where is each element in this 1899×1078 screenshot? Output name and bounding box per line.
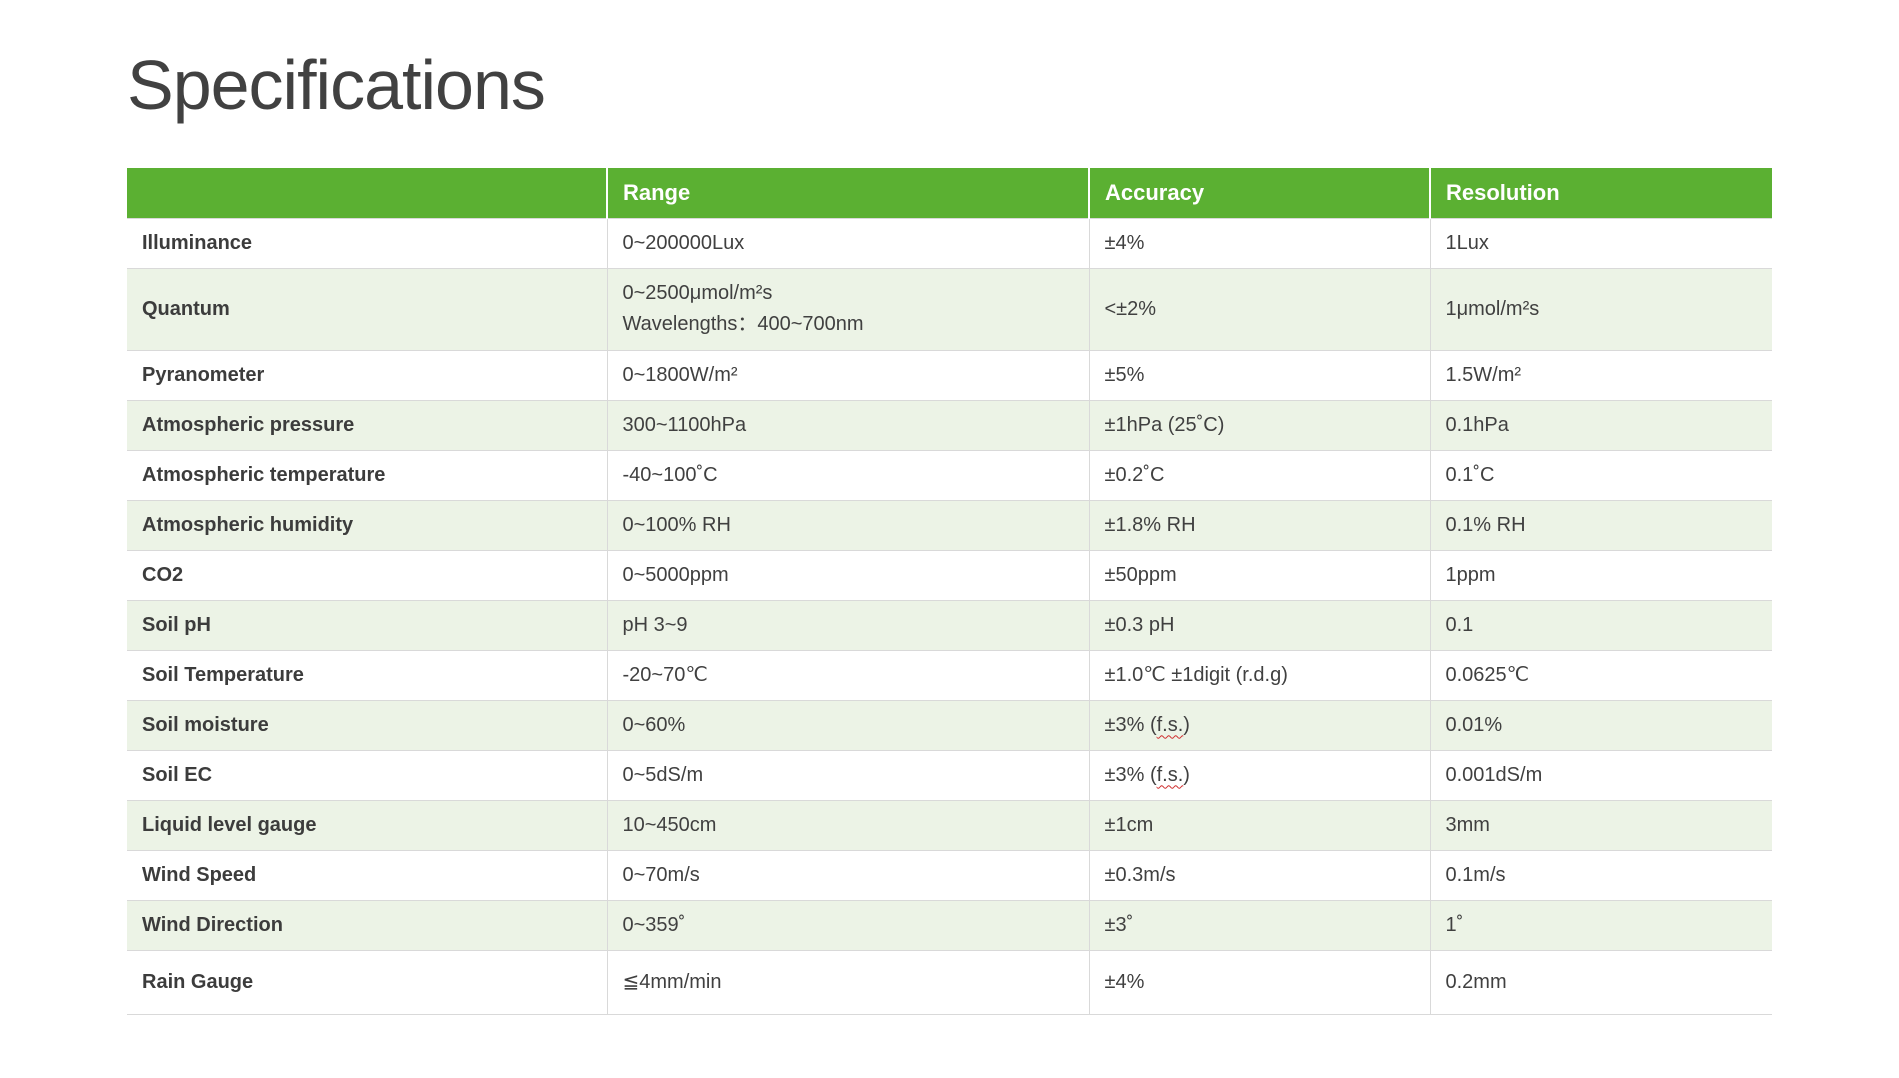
spellcheck-squiggle: f.s.: [1156, 713, 1184, 736]
table-row: Liquid level gauge 10~450cm ±1cm 3mm: [127, 799, 1772, 850]
spellcheck-squiggle: f.s.: [1156, 763, 1184, 786]
accuracy-cell: ±0.3m/s: [1088, 849, 1430, 900]
range-cell: 0~1800W/m²: [606, 349, 1089, 400]
accuracy-cell: <±2%: [1088, 267, 1430, 350]
table-row: Atmospheric pressure 300~1100hPa ±1hPa (…: [127, 399, 1772, 450]
resolution-cell: 1μmol/m²s: [1429, 267, 1772, 350]
spec-name-cell: Soil Temperature: [127, 649, 607, 700]
resolution-cell: 1Lux: [1429, 217, 1772, 268]
accuracy-cell: ±1hPa (25˚C): [1088, 399, 1430, 450]
spec-table-body: Illuminance 0~200000Lux ±4% 1Lux Quantum…: [127, 217, 1772, 1014]
resolution-cell: 0.2mm: [1429, 949, 1772, 1014]
spec-name-cell: Atmospheric temperature: [127, 449, 607, 500]
specifications-table: Range Accuracy Resolution Illuminance 0~…: [127, 168, 1772, 1015]
table-row: Rain Gauge ≦4mm/min ±4% 0.2mm: [127, 949, 1772, 1014]
accuracy-cell: ±3% (f.s.): [1088, 699, 1430, 750]
table-row: Wind Direction 0~359˚ ±3˚ 1˚: [127, 899, 1772, 950]
table-row: Soil moisture 0~60% ±3% (f.s.) 0.01%: [127, 699, 1772, 750]
table-row: Wind Speed 0~70m/s ±0.3m/s 0.1m/s: [127, 849, 1772, 900]
spec-name-cell: Rain Gauge: [127, 949, 607, 1014]
table-header: Range Accuracy Resolution: [127, 168, 1772, 218]
column-header-range: Range: [606, 168, 1089, 218]
table-row: Atmospheric humidity 0~100% RH ±1.8% RH …: [127, 499, 1772, 550]
range-cell: 0~359˚: [606, 899, 1089, 950]
resolution-cell: 0.01%: [1429, 699, 1772, 750]
range-cell: 0~60%: [606, 699, 1089, 750]
header-row: Range Accuracy Resolution: [127, 168, 1772, 218]
range-cell: ≦4mm/min: [606, 949, 1089, 1014]
resolution-cell: 3mm: [1429, 799, 1772, 850]
range-cell: 0~5dS/m: [606, 749, 1089, 800]
resolution-cell: 0.1hPa: [1429, 399, 1772, 450]
table-row: Quantum 0~2500μmol/m²s Wavelengths：400~70…: [127, 267, 1772, 350]
accuracy-cell: ±50ppm: [1088, 549, 1430, 600]
resolution-cell: 0.1m/s: [1429, 849, 1772, 900]
accuracy-cell: ±4%: [1088, 217, 1430, 268]
range-cell: 0~100% RH: [606, 499, 1089, 550]
resolution-cell: 0.001dS/m: [1429, 749, 1772, 800]
spec-name-cell: Illuminance: [127, 217, 607, 268]
spec-name-cell: Soil pH: [127, 599, 607, 650]
spec-name-cell: CO2: [127, 549, 607, 600]
resolution-cell: 0.1% RH: [1429, 499, 1772, 550]
table-row: Soil EC 0~5dS/m ±3% (f.s.) 0.001dS/m: [127, 749, 1772, 800]
table-row: Atmospheric temperature -40~100˚C ±0.2˚C…: [127, 449, 1772, 500]
resolution-cell: 0.1˚C: [1429, 449, 1772, 500]
range-cell: 0~70m/s: [606, 849, 1089, 900]
spec-name-cell: Soil EC: [127, 749, 607, 800]
column-header-resolution: Resolution: [1429, 168, 1772, 218]
table-row: Illuminance 0~200000Lux ±4% 1Lux: [127, 217, 1772, 268]
accuracy-cell: ±0.3 pH: [1088, 599, 1430, 650]
accuracy-cell: ±3% (f.s.): [1088, 749, 1430, 800]
spec-name-cell: Atmospheric humidity: [127, 499, 607, 550]
range-cell: 300~1100hPa: [606, 399, 1089, 450]
accuracy-cell: ±0.2˚C: [1088, 449, 1430, 500]
table-row: Pyranometer 0~1800W/m² ±5% 1.5W/m²: [127, 349, 1772, 400]
range-cell: 0~5000ppm: [606, 549, 1089, 600]
accuracy-cell: ±3˚: [1088, 899, 1430, 950]
accuracy-cell: ±5%: [1088, 349, 1430, 400]
range-cell: 0~2500μmol/m²s Wavelengths：400~700nm: [606, 267, 1089, 350]
spec-name-cell: Soil moisture: [127, 699, 607, 750]
column-header-blank: [127, 168, 607, 218]
accuracy-cell: ±4%: [1088, 949, 1430, 1014]
table-row: CO2 0~5000ppm ±50ppm 1ppm: [127, 549, 1772, 600]
range-cell: pH 3~9: [606, 599, 1089, 650]
range-cell: -40~100˚C: [606, 449, 1089, 500]
table-row: Soil Temperature -20~70℃ ±1.0℃ ±1digit (…: [127, 649, 1772, 700]
resolution-cell: 1ppm: [1429, 549, 1772, 600]
spec-name-cell: Wind Speed: [127, 849, 607, 900]
resolution-cell: 1.5W/m²: [1429, 349, 1772, 400]
spec-name-cell: Quantum: [127, 267, 607, 350]
page-title: Specifications: [127, 46, 546, 124]
column-header-accuracy: Accuracy: [1088, 168, 1430, 218]
spec-name-cell: Wind Direction: [127, 899, 607, 950]
resolution-cell: 0.1: [1429, 599, 1772, 650]
spec-name-cell: Liquid level gauge: [127, 799, 607, 850]
resolution-cell: 0.0625℃: [1429, 649, 1772, 700]
accuracy-cell: ±1.8% RH: [1088, 499, 1430, 550]
spec-name-cell: Atmospheric pressure: [127, 399, 607, 450]
accuracy-cell: ±1.0℃ ±1digit (r.d.g): [1088, 649, 1430, 700]
table-row: Soil pH pH 3~9 ±0.3 pH 0.1: [127, 599, 1772, 650]
range-cell: -20~70℃: [606, 649, 1089, 700]
range-cell: 0~200000Lux: [606, 217, 1089, 268]
resolution-cell: 1˚: [1429, 899, 1772, 950]
accuracy-cell: ±1cm: [1088, 799, 1430, 850]
range-cell: 10~450cm: [606, 799, 1089, 850]
spec-name-cell: Pyranometer: [127, 349, 607, 400]
